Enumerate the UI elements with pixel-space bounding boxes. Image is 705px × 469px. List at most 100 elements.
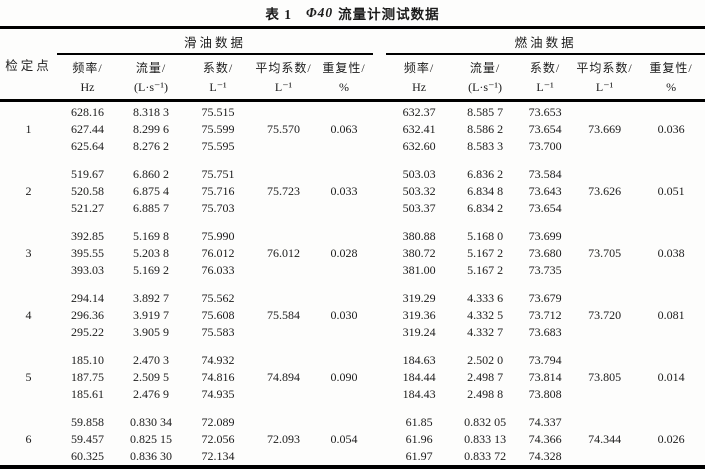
slide-oil-coefficient-cell: 75.562 — [201, 291, 235, 305]
fuel-oil-coefficient-cell: 73.680 — [528, 246, 562, 260]
gap-cell — [373, 288, 386, 341]
slide-oil-flow-cell: 8.318 3 — [133, 105, 169, 119]
slide-oil-frequency-cell: 519.67 — [71, 167, 104, 181]
slide-oil-coefficient-cell: 75.515 — [201, 105, 235, 119]
slide-oil-flow-cell: 6.875 4 — [133, 184, 169, 198]
column-header-slide-flow: 流量/ (L·s⁻¹) — [118, 54, 184, 102]
slide-oil-average-cell: 75.723 — [267, 184, 300, 198]
slide-oil-coefficient-cell: 75.716 — [201, 184, 235, 198]
fuel-oil-frequency-cell: 380.72 — [402, 246, 436, 260]
fuel-oil-coefficient-cell: 74.366 — [528, 432, 562, 446]
group-spacer-row — [0, 155, 705, 164]
fuel-oil-coefficient-cell: 73.643 — [528, 184, 562, 198]
column-header-fuel-frequency: 频率/ Hz — [386, 54, 453, 102]
column-header-slide-average: 平均系数/ L⁻¹ — [252, 54, 315, 102]
fuel-oil-coefficient-cell: 73.808 — [528, 387, 562, 401]
fuel-oil-frequency-cell: 380.88 — [402, 229, 436, 243]
slide-oil-frequency-cell: 185.10 — [71, 353, 104, 367]
group-spacer — [0, 341, 705, 350]
slide-oil-flow-cell: 3.919 7 — [133, 308, 169, 322]
slide-oil-coefficient-cell: 74.816 — [201, 370, 235, 384]
group-spacer — [0, 279, 705, 288]
fuel-oil-coefficient-cell: 73.584 — [528, 167, 562, 181]
gap-cell — [373, 226, 386, 279]
group-spacer — [0, 403, 705, 412]
slide-oil-coefficient-cell: 72.056 — [201, 432, 235, 446]
sub-header-row: 频率/ Hz 流量/ (L·s⁻¹) 系数/ L⁻¹ 平均系数/ L⁻¹ 重复性… — [0, 54, 705, 102]
fuel-oil-average-cell: 73.705 — [588, 246, 622, 260]
fuel-oil-frequency-cell: 319.24 — [402, 325, 436, 339]
fuel-oil-coefficient-cell: 73.712 — [528, 308, 562, 322]
group-header-slide-oil: 滑油数据 — [57, 27, 374, 55]
point-cell: 1 — [25, 122, 32, 136]
slide-oil-frequency-cell: 59.457 — [71, 432, 104, 446]
fuel-oil-flow-cell: 2.498 8 — [467, 387, 504, 401]
fuel-oil-flow-cell: 4.332 5 — [467, 308, 504, 322]
fuel-oil-coefficient-cell: 73.794 — [528, 353, 562, 367]
fuel-oil-average-cell: 74.344 — [588, 432, 622, 446]
fuel-oil-coefficient-cell: 74.328 — [528, 449, 562, 463]
point-cell: 5 — [25, 370, 32, 384]
fuel-oil-flow-cell: 0.833 13 — [464, 432, 507, 446]
slide-oil-average-cell: 76.012 — [267, 246, 300, 260]
data-row: 1 628.16 8.318 3 75.515 75.570 0.063 632.37 8.5… — [0, 101, 705, 136]
group-header-row: 检定点 滑油数据 燃油数据 — [0, 27, 705, 102]
table-title-number: 表 1 — [265, 7, 292, 22]
slide-oil-average-cell: 72.093 — [267, 432, 300, 446]
table-title-model: Φ40 — [305, 5, 334, 20]
group-spacer — [0, 217, 705, 226]
slide-oil-average-cell: 74.894 — [267, 370, 300, 384]
data-row: 5 185.10 2.470 3 74.932 74.894 0.090 184.63 2.5… — [0, 350, 705, 384]
table-title-text: 流量计测试数据 — [338, 7, 440, 22]
data-row: 296.36 3.919 7 75.608 319.36 4.332 5 73.712 — [0, 307, 705, 324]
fuel-oil-repeatability-cell: 0.014 — [657, 370, 685, 384]
data-row: 2 519.67 6.860 2 75.751 75.723 0.033 503.03 6.8… — [0, 164, 705, 198]
fuel-oil-coefficient-cell: 73.654 — [528, 122, 562, 136]
fuel-oil-frequency-cell: 632.37 — [402, 105, 436, 119]
fuel-oil-coefficient-cell: 73.654 — [528, 201, 562, 215]
slide-oil-flow-cell: 0.830 34 — [130, 415, 172, 429]
slide-oil-average-cell: 75.570 — [267, 122, 300, 136]
slide-oil-repeatability-cell: 0.028 — [330, 246, 358, 260]
fuel-oil-frequency-cell: 184.63 — [402, 353, 436, 367]
fuel-oil-repeatability-cell: 0.081 — [657, 308, 685, 322]
slide-oil-flow-cell: 2.509 5 — [133, 370, 169, 384]
fuel-oil-average-cell: 73.805 — [588, 370, 622, 384]
slide-oil-average-cell: 75.584 — [267, 308, 300, 322]
fuel-oil-frequency-cell: 503.32 — [402, 184, 436, 198]
point-cell: 3 — [25, 246, 32, 260]
fuel-oil-flow-cell: 8.585 7 — [467, 105, 504, 119]
group-spacer-row — [0, 341, 705, 350]
column-header-slide-frequency: 频率/ Hz — [57, 54, 118, 102]
fuel-oil-flow-cell: 4.332 7 — [467, 325, 504, 339]
fuel-oil-coefficient-cell: 73.814 — [528, 370, 562, 384]
data-row: 520.58 6.875 4 75.716 503.32 6.834 8 73.643 — [0, 183, 705, 200]
slide-oil-repeatability-cell: 0.054 — [330, 432, 358, 446]
gap-cell — [373, 101, 386, 156]
slide-oil-coefficient-cell: 75.751 — [201, 167, 235, 181]
fuel-oil-average-cell: 73.626 — [588, 184, 622, 198]
slide-oil-frequency-cell: 392.85 — [71, 229, 104, 243]
table-title: 表 1 Φ40 流量计测试数据 — [0, 0, 705, 26]
fuel-oil-coefficient-cell: 73.699 — [528, 229, 562, 243]
fuel-oil-flow-cell: 5.167 2 — [467, 246, 504, 260]
slide-oil-coefficient-cell: 76.012 — [201, 246, 235, 260]
data-row: 6 59.858 0.830 34 72.089 72.093 0.054 61.85 0.8… — [0, 412, 705, 446]
fuel-oil-flow-cell: 5.168 0 — [467, 229, 504, 243]
slide-oil-flow-cell: 2.476 9 — [133, 387, 169, 401]
slide-oil-frequency-cell: 521.27 — [71, 201, 104, 215]
slide-oil-coefficient-cell: 72.134 — [201, 449, 235, 463]
fuel-oil-flow-cell: 4.333 6 — [467, 291, 504, 305]
slide-oil-flow-cell: 6.860 2 — [133, 167, 169, 181]
slide-oil-coefficient-cell: 75.990 — [201, 229, 235, 243]
fuel-oil-flow-cell: 6.834 8 — [467, 184, 504, 198]
fuel-oil-repeatability-cell: 0.038 — [657, 246, 685, 260]
fuel-oil-flow-cell: 6.834 2 — [467, 201, 504, 215]
slide-oil-flow-cell: 5.169 2 — [133, 263, 169, 277]
fuel-oil-repeatability-cell: 0.026 — [657, 432, 685, 446]
fuel-oil-frequency-cell: 632.41 — [402, 122, 436, 136]
data-row: 295.22 3.905 9 75.583 319.24 4.332 7 73.683 — [0, 324, 705, 341]
slide-oil-flow-cell: 5.169 8 — [133, 229, 169, 243]
point-cell: 4 — [25, 308, 32, 322]
